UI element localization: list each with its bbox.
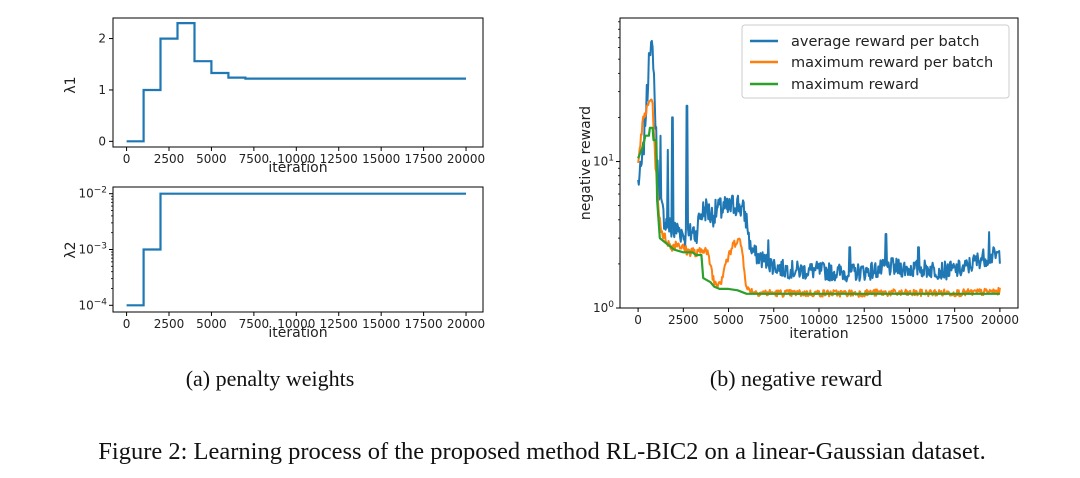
lambda1-y-tick-label: 1 (98, 83, 106, 97)
lambda1-y-ticks: 0 1 2 (98, 32, 113, 148)
lambda2-x-tick-label: 17500 (405, 317, 443, 331)
lambda1-plot-frame (112, 17, 484, 148)
legend-label-average: average reward per batch (791, 34, 979, 50)
negreward-x-tick-label: 7500 (758, 313, 789, 327)
lambda1-x-tick-label: 17500 (405, 152, 443, 166)
lambda2-plot-frame (112, 186, 484, 313)
lambda1-series-line (126, 22, 466, 143)
negreward-x-tick-label: 0 (634, 313, 642, 327)
lambda1-x-ticks: 0 2500 5000 7500 10000 12500 15000 17500 20000 (123, 147, 485, 166)
lambda2-y-ticks: 10−4 10−3 10−2 (78, 186, 113, 312)
lambda1-y-tick-label: 0 (98, 134, 106, 148)
lambda2-y-tick-label: 10−3 (78, 242, 107, 257)
lambda2-x-tick-label: 10000 (277, 317, 315, 331)
lambda2-x-tick-label: 12500 (320, 317, 358, 331)
lambda2-x-tick-label: 7500 (239, 317, 270, 331)
negreward-y-tick-label: 100 (593, 300, 614, 315)
subcaption-a: (a) penalty weights (186, 366, 355, 391)
negreward-x-tick-label: 15000 (890, 313, 928, 327)
negreward-x-tick-label: 12500 (845, 313, 883, 327)
lambda2-x-tick-label: 15000 (362, 317, 400, 331)
lambda1-x-tick-label: 0 (123, 152, 131, 166)
lambda1-x-tick-label: 12500 (320, 152, 358, 166)
negreward-x-axis-label: iteration (789, 326, 848, 342)
lambda2-x-tick-label: 0 (123, 317, 131, 331)
lambda1-x-tick-label: 5000 (196, 152, 227, 166)
negreward-average-line (637, 39, 1001, 283)
legend-label-max-batch: maximum reward per batch (791, 55, 993, 71)
legend: average reward per batch maximum reward … (741, 24, 1010, 99)
negreward-y-ticks: 100 101 (593, 21, 620, 315)
negreward-x-tick-label: 20000 (981, 313, 1019, 327)
negreward-x-ticks: 0 2500 5000 7500 10000 12500 15000 17500 20000 (634, 308, 1019, 327)
negreward-x-tick-label: 2500 (668, 313, 699, 327)
legend-box (741, 24, 1010, 99)
lambda1-x-tick-label: 2500 (154, 152, 185, 166)
lambda1-x-tick-label: 10000 (277, 152, 315, 166)
lambda1-y-axis-label: λ1 (63, 76, 79, 93)
lambda2-y-tick-label: 10−2 (78, 186, 107, 201)
lambda2-y-tick-label: 10−4 (78, 297, 107, 312)
negreward-y-tick-label: 101 (593, 154, 614, 169)
lambda2-y-axis-label: λ2 (63, 241, 79, 258)
negreward-max-batch-line (637, 98, 1001, 298)
lambda1-x-tick-label: 20000 (447, 152, 485, 166)
legend-label-max: maximum reward (791, 77, 919, 93)
lambda2-series-line (126, 192, 466, 307)
subcaption-b: (b) negative reward (710, 366, 882, 391)
lambda1-chart: 0 2500 5000 7500 10000 12500 15000 17500 20000 0… (63, 17, 485, 176)
lambda2-x-axis-label: iteration (268, 325, 327, 341)
lambda1-lines (126, 22, 466, 143)
lambda1-y-tick-label: 2 (98, 32, 106, 46)
lambda1-x-tick-label: 7500 (239, 152, 270, 166)
negreward-x-tick-label: 5000 (713, 313, 744, 327)
negative-reward-chart: 0 2500 5000 7500 10000 12500 15000 17500 20000 1… (578, 17, 1019, 342)
lambda2-chart: 0 2500 5000 7500 10000 12500 15000 17500 20000 1… (63, 186, 485, 341)
negreward-x-tick-label: 10000 (800, 313, 838, 327)
negreward-y-axis-label: negative reward (578, 106, 594, 220)
lambda2-x-tick-label: 2500 (154, 317, 185, 331)
figure-caption: Figure 2: Learning process of the propos… (98, 438, 985, 465)
lambda2-lines (126, 192, 466, 307)
lambda1-x-axis-label: iteration (268, 160, 327, 176)
lambda2-x-tick-label: 20000 (447, 317, 485, 331)
lambda2-x-ticks: 0 2500 5000 7500 10000 12500 15000 17500 20000 (123, 312, 485, 331)
negreward-max-line (637, 126, 1000, 295)
negreward-x-tick-label: 17500 (936, 313, 974, 327)
lambda1-x-tick-label: 15000 (362, 152, 400, 166)
negreward-lines (637, 39, 1001, 298)
lambda2-x-tick-label: 5000 (196, 317, 227, 331)
